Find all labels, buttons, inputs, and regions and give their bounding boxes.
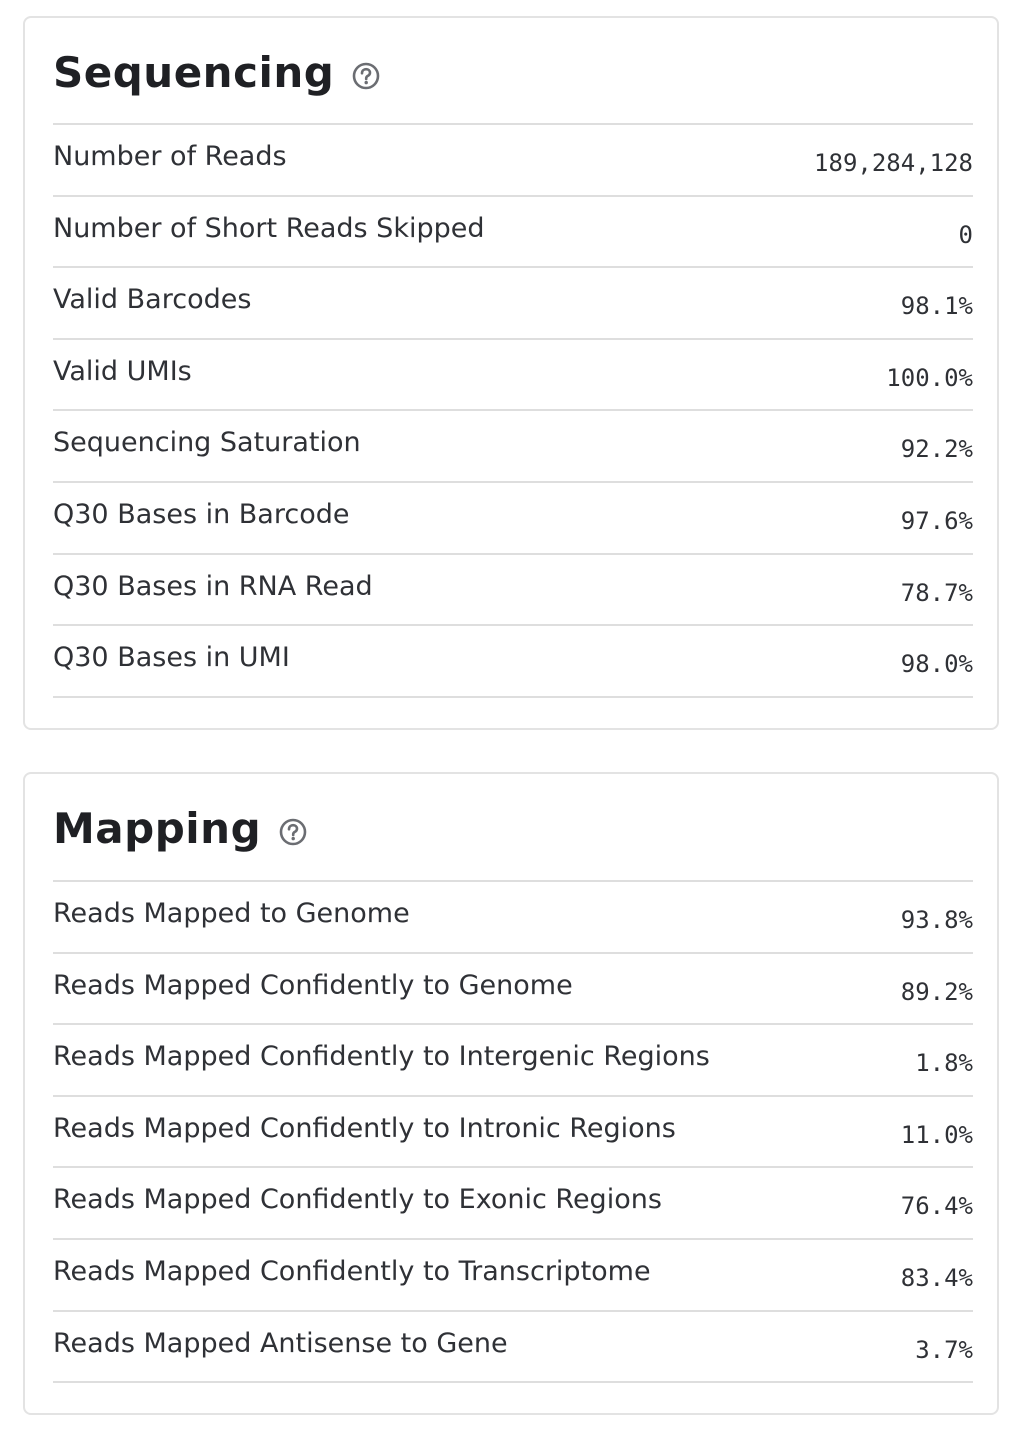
mapping-card: Mapping Reads Mapped to Genome 93.8% Reads…: [23, 772, 999, 1415]
metric-label: Reads Mapped Confidently to Intergenic R…: [53, 1041, 710, 1073]
metric-row: Valid Barcodes 98.1%: [53, 268, 973, 340]
metric-label: Reads Mapped Confidently to Intronic Reg…: [53, 1112, 676, 1144]
mapping-header: Mapping: [53, 798, 307, 858]
sequencing-title: Sequencing: [53, 47, 335, 97]
metric-row: Reads Mapped Confidently to Exonic Regio…: [53, 1168, 973, 1240]
metric-value: 1.8%: [915, 1049, 973, 1078]
metric-row: Reads Mapped Confidently to Genome 89.2%: [53, 954, 973, 1026]
metric-label: Reads Mapped to Genome: [53, 898, 410, 929]
metric-label: Reads Mapped Antisense to Gene: [53, 1327, 508, 1359]
mapping-title: Mapping: [53, 803, 262, 853]
metric-row: Reads Mapped Confidently to Intronic Reg…: [53, 1097, 973, 1169]
metric-row: Reads Mapped to Genome 93.8%: [53, 882, 973, 954]
metric-value: 98.1%: [900, 292, 973, 321]
metric-label: Reads Mapped Confidently to Genome: [53, 969, 573, 1001]
metric-value: 92.2%: [900, 435, 973, 464]
question-circle-icon[interactable]: [279, 818, 307, 846]
metric-row: Q30 Bases in UMI 98.0%: [53, 626, 973, 698]
metric-row: Q30 Bases in Barcode 97.6%: [53, 483, 973, 555]
metric-label: Q30 Bases in UMI: [53, 642, 290, 674]
metric-row: Number of Reads 189,284,128: [53, 125, 973, 197]
metric-value: 98.0%: [900, 650, 973, 679]
metric-row: Reads Mapped Confidently to Transcriptom…: [53, 1240, 973, 1312]
metric-value: 100.0%: [886, 363, 973, 392]
metric-label: Q30 Bases in Barcode: [53, 498, 350, 530]
metric-label: Q30 Bases in RNA Read: [53, 570, 373, 602]
metric-value: 0: [958, 220, 973, 249]
question-circle-icon[interactable]: [352, 62, 380, 90]
metric-row: Sequencing Saturation 92.2%: [53, 411, 973, 483]
metric-label: Number of Reads: [53, 141, 287, 172]
metric-label: Sequencing Saturation: [53, 427, 361, 459]
metric-row: Reads Mapped Confidently to Intergenic R…: [53, 1025, 973, 1097]
metric-value: 93.8%: [900, 906, 973, 934]
metric-row: Q30 Bases in RNA Read 78.7%: [53, 555, 973, 627]
metric-label: Valid UMIs: [53, 355, 192, 387]
sequencing-metrics-table: Number of Reads 189,284,128 Number of Shor…: [53, 123, 973, 698]
metric-value: 76.4%: [900, 1192, 973, 1221]
metric-label: Valid Barcodes: [53, 284, 252, 316]
sequencing-header: Sequencing: [53, 42, 380, 102]
sequencing-card: Sequencing Number of Reads 189,284,128 Num…: [23, 16, 999, 730]
mapping-metrics-table: Reads Mapped to Genome 93.8% Reads Mapped …: [53, 880, 973, 1384]
metric-value: 78.7%: [900, 578, 973, 607]
metric-label: Reads Mapped Confidently to Transcriptom…: [53, 1255, 651, 1287]
metric-row: Number of Short Reads Skipped 0: [53, 197, 973, 269]
metric-label: Number of Short Reads Skipped: [53, 212, 485, 244]
metric-value: 83.4%: [900, 1263, 973, 1292]
metric-row: Valid UMIs 100.0%: [53, 340, 973, 412]
metric-value: 189,284,128: [814, 149, 973, 177]
metric-row: Reads Mapped Antisense to Gene 3.7%: [53, 1312, 973, 1384]
metric-value: 97.6%: [900, 506, 973, 535]
metric-value: 11.0%: [900, 1120, 973, 1149]
metric-label: Reads Mapped Confidently to Exonic Regio…: [53, 1184, 662, 1216]
metric-value: 89.2%: [900, 977, 973, 1006]
metric-value: 3.7%: [915, 1335, 973, 1364]
